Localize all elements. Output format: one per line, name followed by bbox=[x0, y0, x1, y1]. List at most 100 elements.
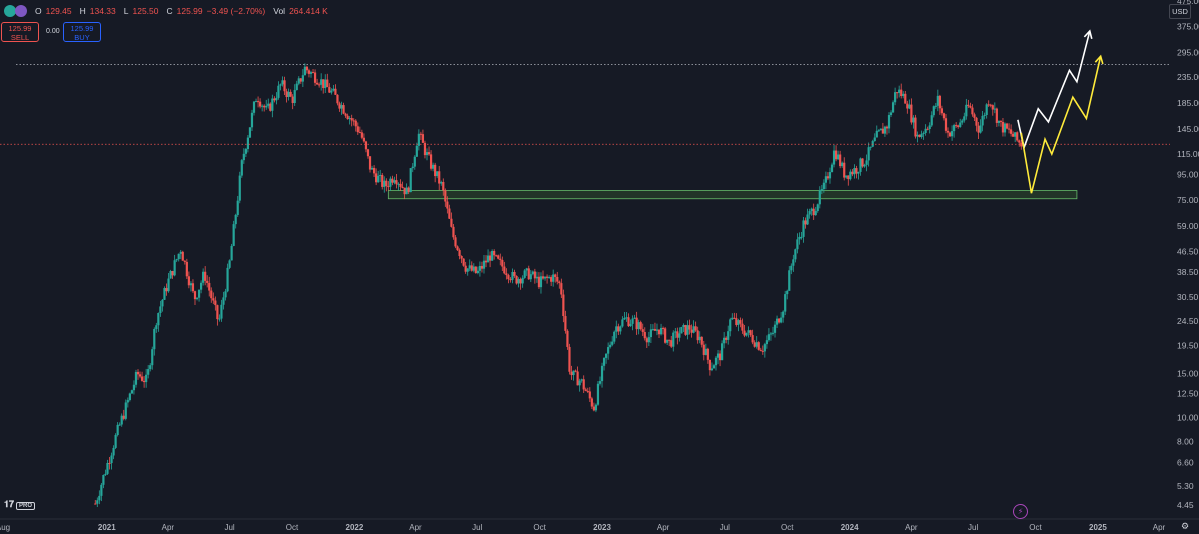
candle-body bbox=[598, 381, 602, 384]
candle-body bbox=[741, 323, 744, 331]
candle-body bbox=[745, 332, 748, 336]
candle-body bbox=[983, 115, 986, 117]
candle-body bbox=[995, 108, 998, 123]
candle-body bbox=[171, 270, 174, 276]
candle-body bbox=[497, 255, 500, 259]
candle-body bbox=[981, 115, 984, 126]
candle-body bbox=[1010, 129, 1013, 134]
candle-body bbox=[633, 317, 636, 319]
candle-body bbox=[279, 84, 282, 86]
buy-price: 125.99 bbox=[70, 24, 94, 33]
candle-body bbox=[452, 226, 455, 238]
tradingview-logo[interactable]: 𝟏𝟕 PRO bbox=[4, 499, 36, 510]
candle-body bbox=[240, 160, 243, 176]
candle-body bbox=[773, 324, 777, 333]
candle-body bbox=[195, 297, 199, 300]
candle-body bbox=[832, 150, 836, 165]
x-tick-label: 2025 bbox=[1089, 523, 1107, 532]
chart-settings-icon[interactable]: ⚙ bbox=[1181, 521, 1190, 531]
candle-body bbox=[254, 101, 258, 103]
low-value: 125.50 bbox=[132, 6, 159, 16]
candle-body bbox=[891, 102, 895, 113]
candle-body bbox=[346, 115, 349, 120]
candle-body bbox=[513, 271, 516, 276]
x-tick-label: Apr bbox=[162, 523, 175, 532]
candle-body bbox=[625, 317, 628, 319]
candle-body bbox=[594, 404, 598, 411]
candle-body bbox=[411, 166, 414, 169]
sell-button[interactable]: 125.99 SELL bbox=[1, 22, 39, 42]
candle-body bbox=[562, 294, 565, 317]
candle-body bbox=[543, 276, 547, 279]
candle-body bbox=[627, 317, 630, 327]
candle-body bbox=[706, 348, 709, 360]
candle-body bbox=[330, 90, 333, 93]
candle-body bbox=[238, 175, 241, 201]
candle-body bbox=[790, 265, 793, 271]
candle-body bbox=[767, 334, 771, 341]
candle-body bbox=[550, 277, 553, 282]
projection-arrow-yellow[interactable] bbox=[1020, 56, 1102, 194]
candle-body bbox=[769, 333, 773, 335]
buy-button[interactable]: 125.99 BUY bbox=[63, 22, 101, 42]
candle-body bbox=[110, 455, 113, 464]
candle-body bbox=[466, 268, 469, 272]
candle-body bbox=[405, 187, 408, 195]
candle-body bbox=[491, 250, 494, 261]
x-tick-label: Oct bbox=[1029, 523, 1042, 532]
candle-body bbox=[265, 105, 268, 108]
y-tick-label: 75.00 bbox=[1177, 195, 1199, 205]
projection-arrow-white[interactable] bbox=[1017, 30, 1091, 151]
high-value: 134.33 bbox=[89, 6, 116, 16]
y-tick-label: 145.00 bbox=[1177, 124, 1199, 134]
x-tick-label: Jul bbox=[224, 523, 234, 532]
candle-body bbox=[590, 398, 593, 407]
x-tick-label: Jul bbox=[968, 523, 978, 532]
candle-body bbox=[922, 132, 925, 134]
candle-body bbox=[224, 291, 227, 298]
candle-body bbox=[804, 220, 807, 225]
candle-body bbox=[340, 105, 343, 109]
candle-body bbox=[250, 112, 254, 128]
candle-body bbox=[458, 250, 461, 257]
candle-body bbox=[918, 134, 921, 138]
candle-body bbox=[417, 133, 420, 146]
candle-body bbox=[704, 348, 707, 355]
candle-body bbox=[358, 132, 361, 134]
candle-body bbox=[128, 393, 131, 401]
candle-body bbox=[698, 336, 701, 341]
candle-body bbox=[582, 379, 585, 390]
candle-body bbox=[696, 330, 699, 341]
candle-body bbox=[134, 371, 138, 385]
candle-body bbox=[904, 93, 907, 104]
support-zone-layer[interactable] bbox=[387, 190, 1078, 200]
candle-body bbox=[370, 167, 374, 170]
candle-body bbox=[1016, 132, 1019, 141]
candle-body bbox=[246, 137, 250, 150]
candle-body bbox=[902, 93, 905, 97]
candle-body bbox=[794, 249, 797, 260]
candle-body bbox=[1001, 121, 1005, 133]
candle-body bbox=[959, 122, 962, 127]
candle-body bbox=[847, 175, 850, 180]
candle-body bbox=[651, 328, 655, 330]
flash-icon[interactable]: ⚡ bbox=[1013, 504, 1028, 519]
candle-body bbox=[541, 276, 545, 279]
currency-button[interactable]: USD bbox=[1169, 4, 1191, 19]
candle-body bbox=[834, 150, 838, 160]
symbol-logo-icon[interactable] bbox=[4, 5, 16, 17]
candle-body bbox=[775, 318, 779, 325]
symbol-logo-secondary-icon[interactable] bbox=[15, 5, 27, 17]
candle-body bbox=[975, 117, 978, 126]
candle-body bbox=[784, 294, 787, 312]
candle-body bbox=[596, 383, 600, 405]
candle-body bbox=[409, 168, 412, 193]
candle-body bbox=[126, 400, 129, 403]
candle-body bbox=[816, 204, 819, 212]
candle-body bbox=[863, 164, 866, 167]
candle-body bbox=[493, 250, 496, 256]
candle-body bbox=[208, 282, 211, 291]
candle-body bbox=[812, 208, 815, 216]
projection-arrows-layer[interactable] bbox=[1017, 29, 1104, 194]
